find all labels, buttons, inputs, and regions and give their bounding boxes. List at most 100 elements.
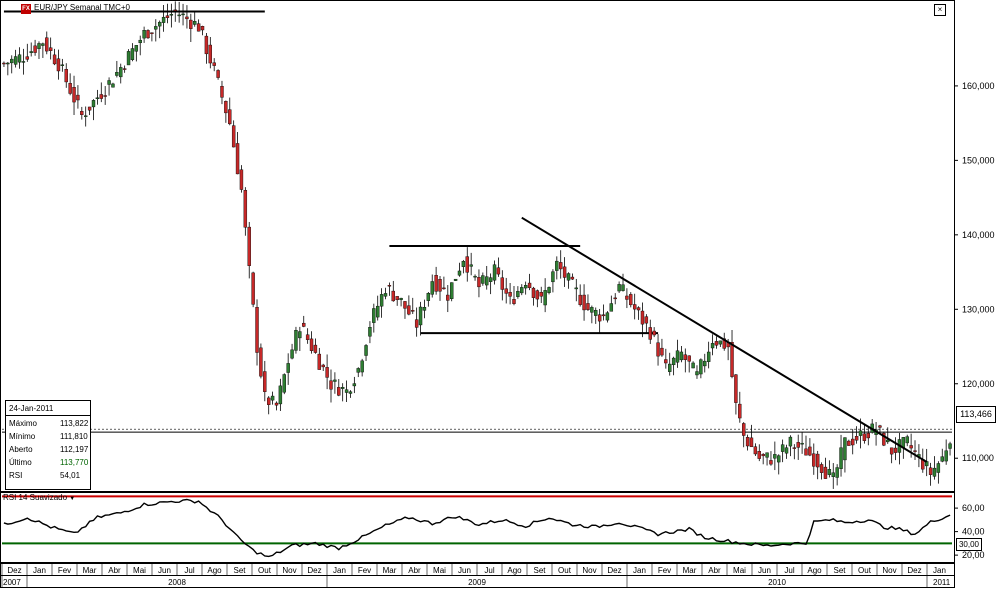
candle — [212, 58, 216, 72]
candle — [2, 61, 6, 67]
candle — [699, 358, 703, 379]
candle — [453, 278, 458, 281]
info-date: 24-Jan-2011 — [9, 404, 54, 413]
candle — [804, 435, 808, 456]
month-tick-label: Nov — [882, 566, 896, 575]
info-label: Aberto — [9, 445, 33, 454]
candle — [753, 443, 758, 456]
candle — [216, 69, 220, 80]
candle — [418, 301, 423, 336]
candle — [477, 269, 481, 298]
candle — [134, 45, 139, 62]
candle — [862, 423, 867, 444]
candle — [239, 165, 244, 193]
candle — [609, 295, 614, 312]
candle — [13, 49, 18, 68]
month-tick-label: Set — [533, 566, 546, 575]
candle — [200, 25, 205, 36]
candle — [302, 315, 306, 328]
candle — [632, 293, 637, 320]
close-icon[interactable]: × — [934, 4, 946, 16]
rsi-panel-frame — [0, 492, 955, 563]
candle — [940, 448, 944, 463]
candle — [835, 464, 839, 486]
candle — [800, 432, 804, 454]
candle — [267, 396, 271, 415]
candle — [251, 271, 255, 308]
candle — [539, 286, 543, 303]
candle — [913, 440, 917, 460]
candle — [858, 418, 863, 449]
candle — [465, 247, 469, 282]
trend-line[interactable] — [521, 216, 928, 463]
candle — [488, 273, 493, 295]
candle — [383, 287, 388, 300]
candle — [243, 187, 248, 236]
candle — [321, 363, 325, 371]
candle — [520, 284, 524, 296]
candle — [808, 438, 812, 457]
candle — [228, 97, 232, 126]
candle — [566, 272, 571, 289]
candle — [874, 421, 878, 446]
current-price-label: 113,466 — [956, 406, 996, 423]
candle — [683, 348, 687, 373]
candle — [644, 314, 649, 334]
candle — [924, 448, 929, 477]
caret-down-icon: ▼ — [69, 496, 76, 502]
candle — [839, 434, 843, 477]
candle — [695, 365, 699, 379]
candle — [282, 373, 286, 395]
candle — [411, 297, 415, 315]
info-value: 54,01 — [60, 471, 81, 480]
candle — [886, 427, 890, 444]
month-tick-label: Mai — [133, 566, 146, 575]
candle — [621, 273, 625, 292]
candle — [722, 332, 726, 351]
candle — [60, 58, 65, 72]
candle — [68, 73, 72, 96]
candle — [337, 379, 341, 397]
candle — [352, 376, 357, 394]
info-value-last: 113,770 — [60, 458, 89, 467]
rsi-title[interactable]: RSI 14 Suavizado ▼ — [3, 493, 75, 502]
month-tick-label: Out — [258, 566, 272, 575]
info-row-open: Aberto 112,197 — [9, 445, 88, 457]
candle — [878, 424, 882, 434]
month-tick-label: Jun — [458, 566, 471, 575]
month-tick-label: Jul — [184, 566, 194, 575]
candle — [99, 82, 103, 103]
candle — [582, 284, 586, 321]
candle — [613, 293, 617, 305]
candle — [185, 5, 189, 29]
candle — [126, 49, 131, 66]
candle — [91, 99, 96, 121]
candle — [169, 3, 174, 28]
fx-logo-icon: FX — [21, 4, 31, 14]
month-tick-label: Jun — [758, 566, 771, 575]
price-panel-frame — [0, 0, 955, 492]
month-tick-label: Abr — [408, 566, 421, 575]
candle — [527, 273, 532, 291]
year-tick-label: 2007 — [3, 578, 21, 587]
price-tick-label: 160,000 — [962, 81, 995, 91]
candle — [45, 31, 49, 55]
month-tick-label: Ago — [507, 566, 522, 575]
candle — [745, 434, 750, 451]
month-tick-label: Fev — [358, 566, 371, 575]
month-tick-label: Mar — [83, 566, 97, 575]
candle — [485, 265, 489, 290]
candle — [52, 48, 57, 66]
candle — [29, 42, 33, 57]
candle — [625, 288, 629, 309]
price-tick-label: 150,000 — [962, 155, 995, 165]
candle — [333, 372, 337, 394]
candle — [224, 100, 228, 123]
trend-line-group — [521, 216, 928, 463]
month-tick-label: Out — [558, 566, 572, 575]
month-tick-label: Jun — [158, 566, 171, 575]
month-tick-label: Dez — [607, 566, 621, 575]
candle — [426, 291, 431, 307]
month-tick-label: Mai — [733, 566, 746, 575]
candle — [329, 369, 333, 403]
